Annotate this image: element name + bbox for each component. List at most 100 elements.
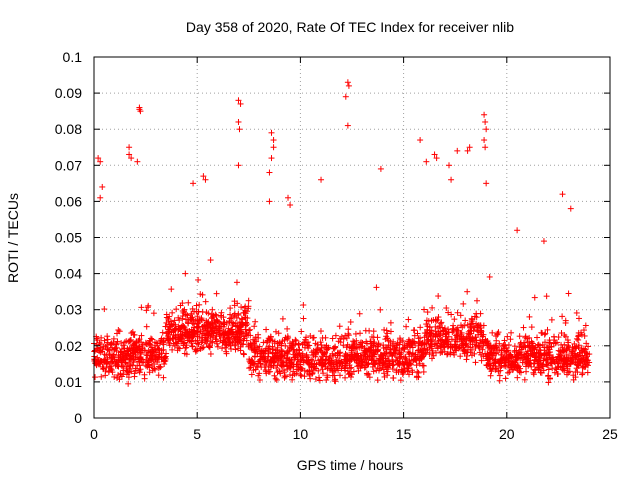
data-point xyxy=(93,362,100,369)
data-point xyxy=(502,342,509,349)
data-point xyxy=(363,360,370,367)
data-point xyxy=(169,346,176,353)
data-point xyxy=(285,334,292,341)
data-point xyxy=(190,327,197,334)
data-point xyxy=(255,372,262,379)
data-point xyxy=(364,348,371,355)
data-point xyxy=(405,349,412,356)
data-point xyxy=(526,334,533,341)
data-point xyxy=(521,343,528,350)
data-point xyxy=(320,370,327,377)
data-point xyxy=(489,365,496,372)
data-point xyxy=(422,350,429,357)
data-point xyxy=(195,341,202,348)
data-point xyxy=(520,353,527,360)
data-point xyxy=(155,345,162,352)
data-point xyxy=(383,327,390,334)
data-point xyxy=(267,336,274,343)
data-point xyxy=(208,330,215,337)
data-point xyxy=(238,304,245,311)
data-point xyxy=(313,346,320,353)
data-point xyxy=(298,328,305,335)
data-point xyxy=(579,371,586,378)
data-point xyxy=(447,349,454,356)
data-point xyxy=(432,316,439,323)
y-tick-label: 0.06 xyxy=(55,193,82,209)
data-point xyxy=(494,330,501,337)
data-point xyxy=(106,364,113,371)
data-point xyxy=(440,328,447,335)
data-point xyxy=(256,377,263,384)
data-point xyxy=(502,375,509,382)
data-point xyxy=(178,338,185,345)
data-point xyxy=(377,165,384,172)
data-point xyxy=(319,366,326,373)
data-point xyxy=(179,313,186,320)
data-point xyxy=(217,320,224,327)
data-point xyxy=(406,341,413,348)
data-point xyxy=(109,355,116,362)
data-point xyxy=(219,345,226,352)
data-point xyxy=(566,368,573,375)
data-point xyxy=(193,308,200,315)
data-point xyxy=(263,326,270,333)
data-point xyxy=(183,342,190,349)
data-point xyxy=(282,350,289,357)
data-point xyxy=(425,336,432,343)
data-point xyxy=(401,344,408,351)
data-point xyxy=(386,362,393,369)
data-point xyxy=(270,144,277,151)
data-point xyxy=(583,340,590,347)
data-point xyxy=(143,323,150,330)
data-point xyxy=(151,361,158,368)
data-point xyxy=(577,329,584,336)
data-point xyxy=(566,360,573,367)
data-point xyxy=(181,306,188,313)
data-point xyxy=(242,326,249,333)
data-point xyxy=(533,349,540,356)
data-point xyxy=(514,374,521,381)
data-point xyxy=(515,351,522,358)
data-point xyxy=(579,370,586,377)
data-point xyxy=(389,366,396,373)
data-point xyxy=(528,363,535,370)
data-point xyxy=(185,299,192,306)
data-point xyxy=(284,366,291,373)
data-point xyxy=(130,344,137,351)
data-point xyxy=(543,293,550,300)
data-point xyxy=(195,276,202,283)
data-point xyxy=(261,364,268,371)
data-point xyxy=(433,155,440,162)
data-point xyxy=(284,354,291,361)
data-point xyxy=(516,350,523,357)
data-point xyxy=(573,309,580,316)
data-point xyxy=(173,306,180,313)
data-point xyxy=(317,347,324,354)
data-point xyxy=(548,316,555,323)
data-point xyxy=(463,352,470,359)
data-point xyxy=(403,323,410,330)
data-point xyxy=(548,343,555,350)
data-point xyxy=(399,337,406,344)
data-point xyxy=(563,351,570,358)
data-point xyxy=(362,327,369,334)
data-point xyxy=(451,351,458,358)
data-point xyxy=(450,326,457,333)
data-point xyxy=(198,334,205,341)
data-point xyxy=(192,346,199,353)
data-point xyxy=(453,331,460,338)
data-point xyxy=(538,369,545,376)
data-point xyxy=(110,351,117,358)
data-point xyxy=(271,372,278,379)
data-point xyxy=(251,336,258,343)
data-point xyxy=(435,329,442,336)
data-point xyxy=(545,366,552,373)
data-point xyxy=(558,355,565,362)
data-point xyxy=(559,313,566,320)
data-point xyxy=(331,377,338,384)
data-point xyxy=(152,354,159,361)
data-point xyxy=(227,305,234,312)
data-point xyxy=(101,337,108,344)
data-point xyxy=(188,310,195,317)
data-point xyxy=(160,346,167,353)
